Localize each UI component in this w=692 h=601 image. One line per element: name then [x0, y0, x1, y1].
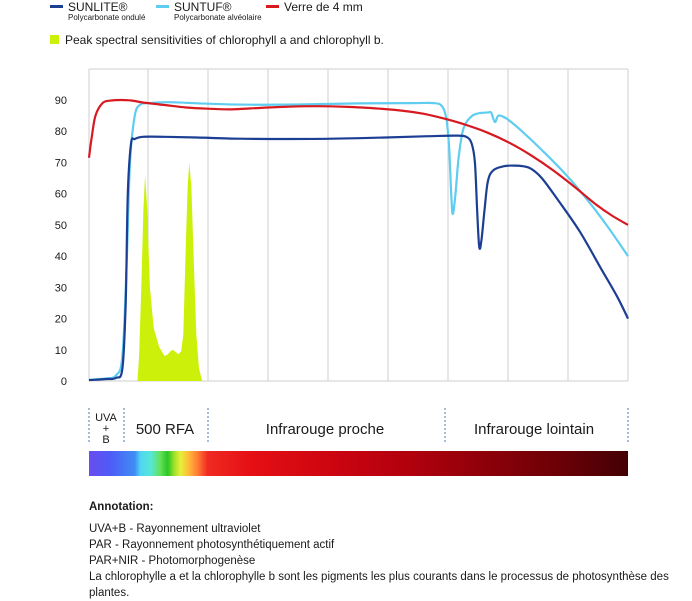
y-tick-label: 50: [55, 220, 67, 232]
grid-lines: [88, 68, 629, 382]
legend-sunlite: SUNLITE® Polycarbonate ondulé: [50, 0, 145, 22]
band-label-uvab: UVA: [95, 412, 117, 424]
legend-sunlite-label: SUNLITE®: [68, 0, 128, 14]
band-label: Infrarouge proche: [266, 421, 384, 438]
legend-suntuf: SUNTUF® Polycarbonate alvéolaire: [156, 0, 262, 22]
annotation-line: UVA+B - Rayonnement ultraviolet: [89, 523, 261, 535]
series-verre-line: [87, 98, 629, 226]
series-lines: [87, 98, 629, 382]
color-spectrum-bar: [89, 451, 628, 476]
y-tick-label: 70: [55, 157, 67, 169]
spectral-bands: UVA+B 500 RFA Infrarouge proche Infrarouge …: [88, 408, 629, 446]
chlorophyll-peaks: [137, 162, 203, 381]
band-label: 500 RFA: [136, 421, 194, 438]
legend-sunlite-swatch: [50, 5, 63, 9]
y-tick-label: 60: [55, 189, 67, 201]
y-tick-label: 90: [55, 95, 67, 107]
series-suntuf-line: [88, 101, 629, 381]
legend-sunlite-sublabel: Polycarbonate ondulé: [68, 12, 146, 22]
annotation-title: Annotation:: [89, 501, 154, 513]
annotation-line: PAR+NIR - Photomorphogenèse: [89, 555, 256, 567]
legend-chlorophyll-swatch: [50, 35, 59, 45]
series-sunlite-line: [88, 134, 629, 382]
legend-verre: Verre de 4 mm: [266, 0, 363, 14]
legend-chlorophyll: Peak spectral sensitivities of chlorophy…: [50, 32, 384, 47]
y-tick-label: 40: [55, 251, 67, 263]
legend-chlorophyll-label: Peak spectral sensitivities of chlorophy…: [65, 32, 384, 47]
y-tick-label: 80: [55, 126, 67, 138]
y-tick-labels: 0 10 20 30 40 50 60 70 80 90: [55, 95, 67, 388]
y-tick-label: 0: [61, 376, 67, 388]
legend-suntuf-sublabel: Polycarbonate alvéolaire: [174, 12, 262, 22]
legend-suntuf-swatch: [156, 5, 169, 9]
y-tick-label: 10: [55, 345, 67, 357]
legend-suntuf-label: SUNTUF®: [174, 0, 232, 14]
legend-verre-swatch: [266, 5, 279, 9]
annotation-line: La chlorophylle a et la chlorophylle b s…: [89, 571, 669, 599]
y-tick-label: 20: [55, 314, 67, 326]
legend-verre-label: Verre de 4 mm: [284, 0, 363, 14]
annotation-line: PAR - Rayonnement photosynthétiquement a…: [89, 539, 335, 551]
band-label-uvab: +: [103, 423, 109, 435]
band-label: Infrarouge lointain: [474, 421, 594, 438]
y-tick-label: 30: [55, 282, 67, 294]
spectral-transmission-chart: 0 10 20 30 40 50 60 70 80 90 UVA+B 500 RFA Infrarou…: [55, 68, 629, 476]
annotation-block: Annotation: UVA+B - Rayonnement ultravio…: [89, 499, 679, 601]
chlorophyll-peak-area: [137, 162, 203, 381]
band-label-uvab: B: [102, 434, 109, 446]
